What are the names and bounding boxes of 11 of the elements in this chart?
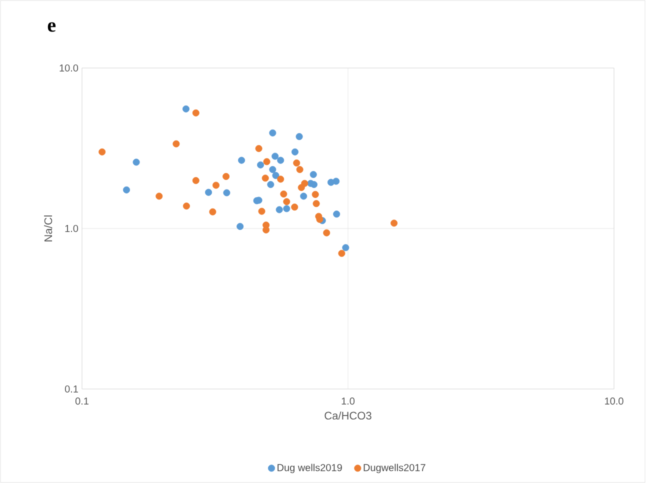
y-axis-title: Na/Cl [44, 215, 52, 242]
x-axis-title: Ca/HCO3 [324, 411, 372, 420]
x-tick-label: 0.1 [75, 398, 88, 405]
y-tick-label: 10.0 [60, 64, 78, 72]
legend-label: Dug wells2019 [278, 464, 342, 474]
y-tick-label: 0.1 [64, 385, 78, 393]
chart-title: e [48, 22, 56, 32]
x-tick-label: 1.0 [342, 398, 355, 405]
x-tick-label: 10.0 [605, 398, 624, 405]
legend-label: Dugwells2017 [364, 464, 426, 474]
y-tick-label: 1.0 [65, 224, 78, 232]
